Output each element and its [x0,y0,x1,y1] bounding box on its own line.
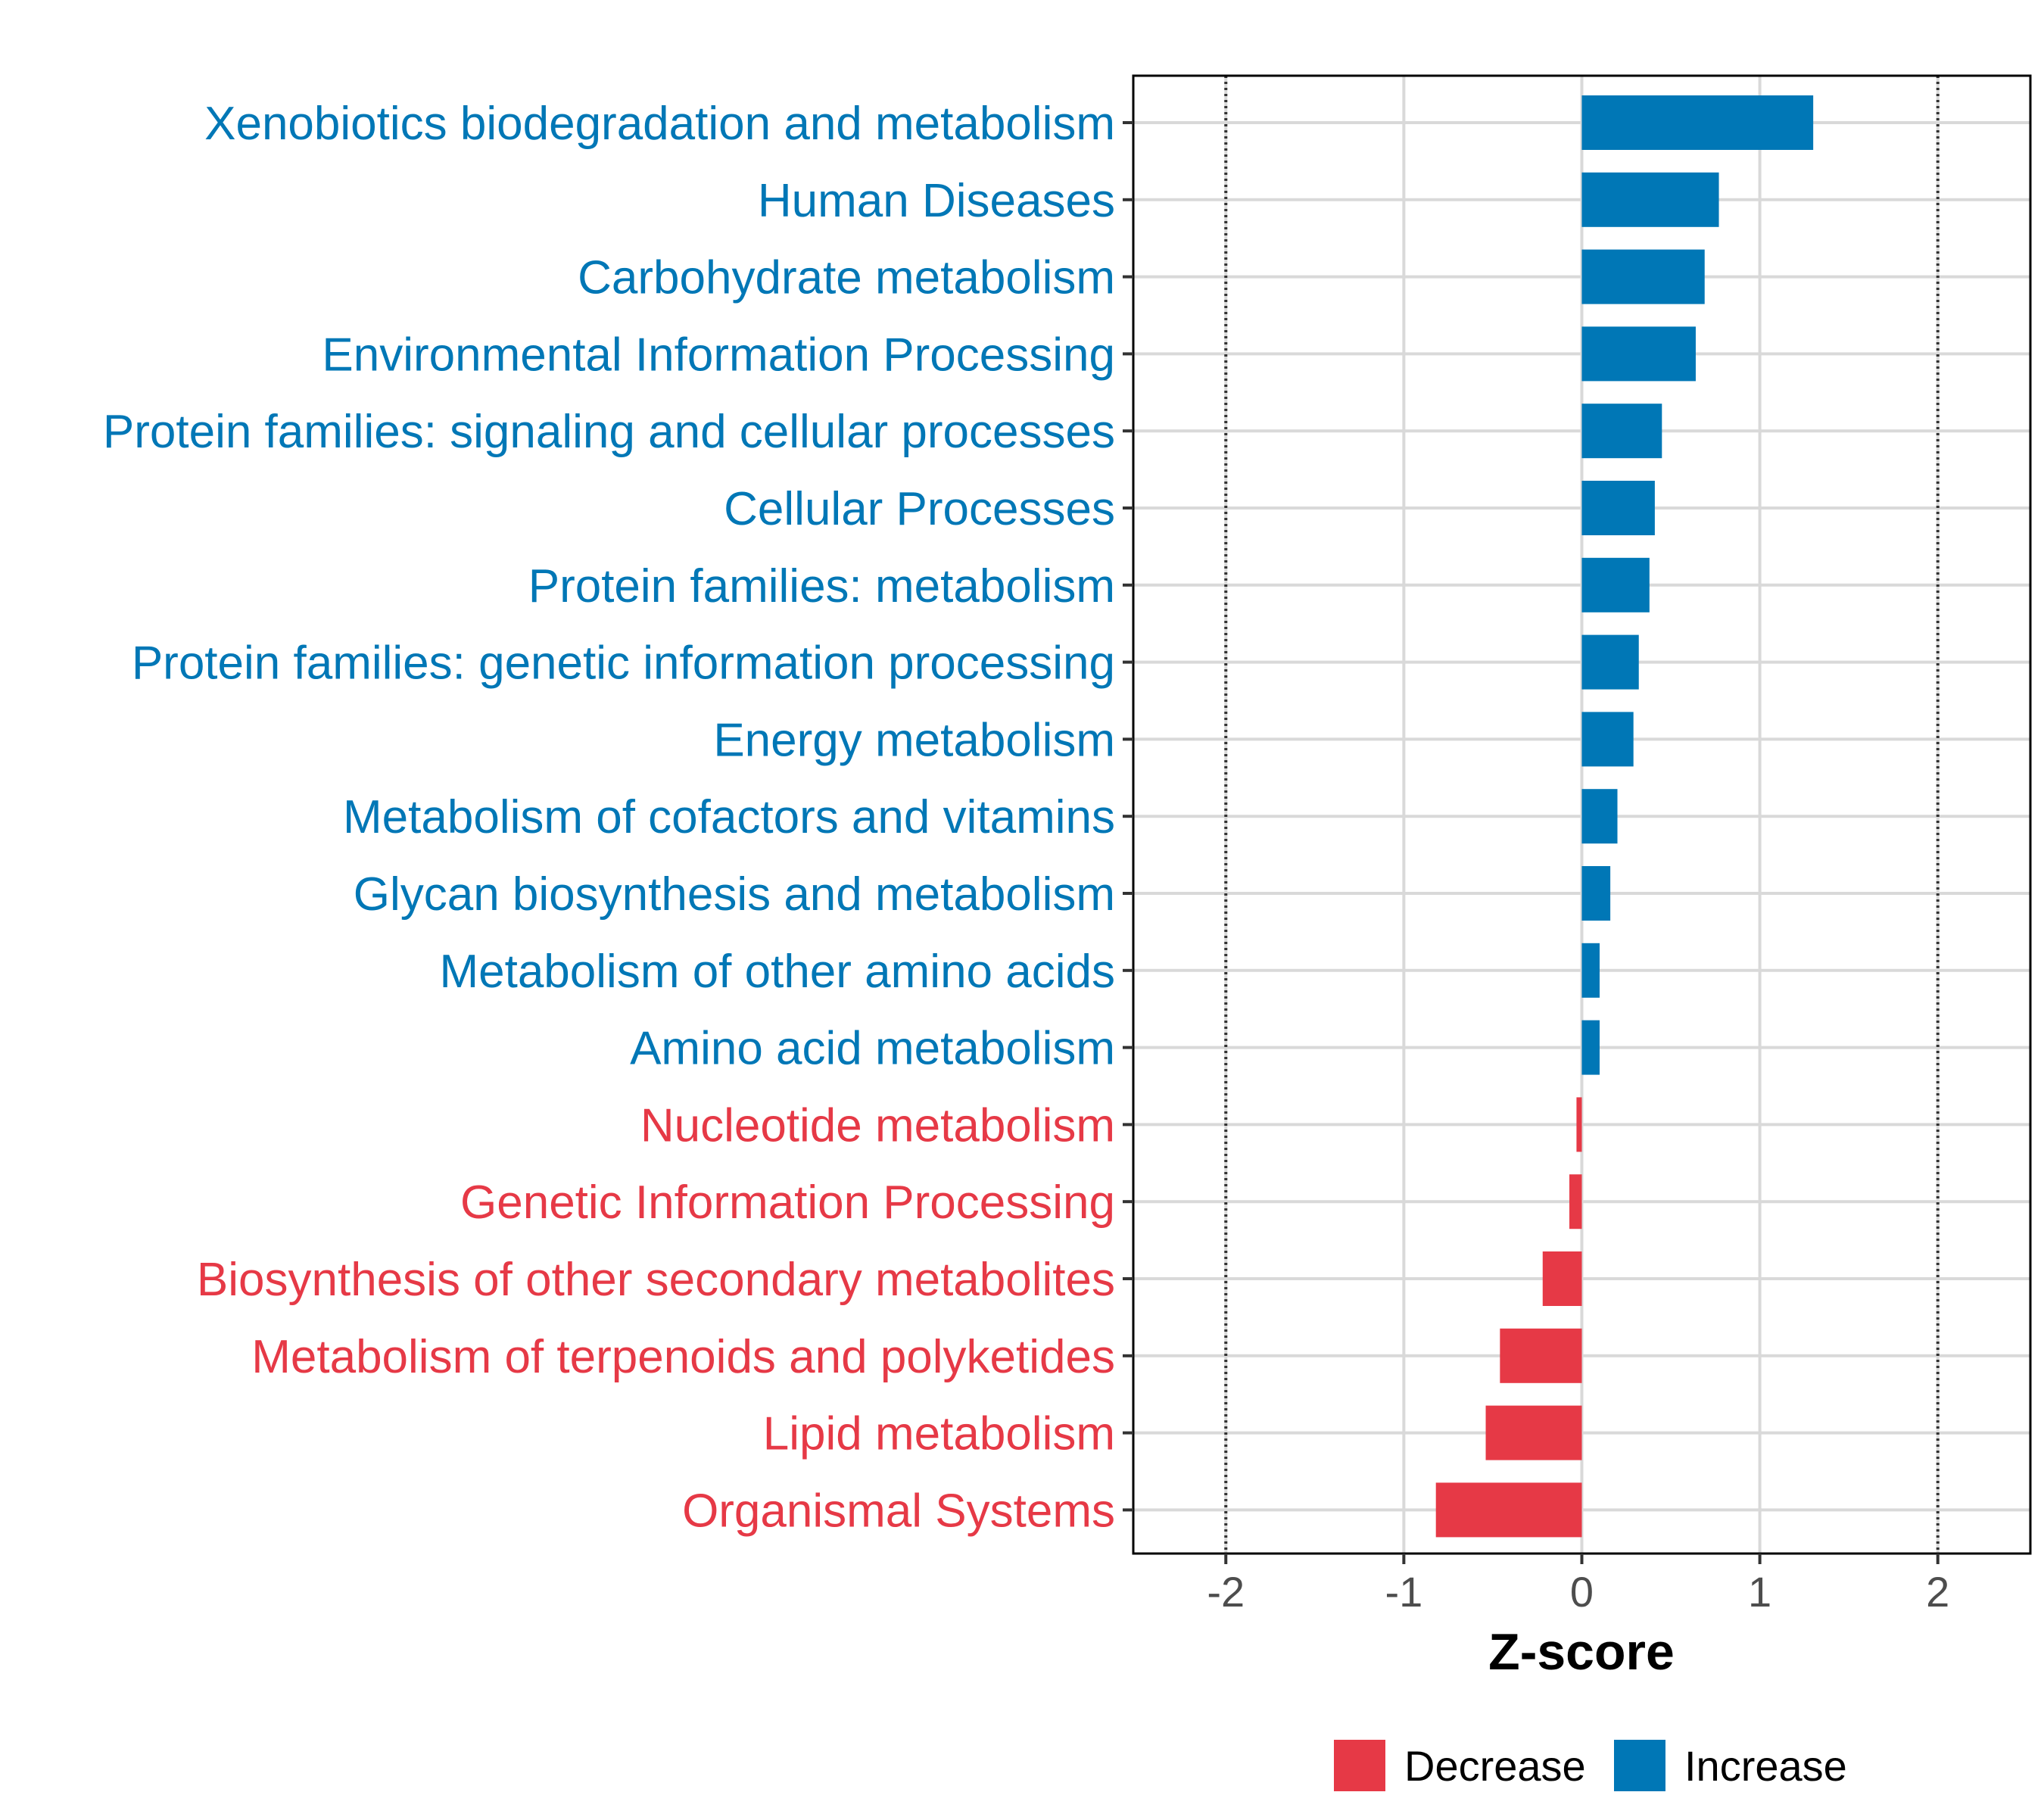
category-label: Metabolism of terpenoids and polyketides [251,1331,1115,1383]
bars [1435,95,1814,1538]
x-axis-title: Z-score [1488,1623,1675,1681]
category-label: Biosynthesis of other secondary metaboli… [197,1254,1115,1306]
y-axis-ticks [1123,121,1133,1512]
legend: Decrease Increase [1334,1740,1847,1791]
x-tick-label: 2 [1926,1568,1949,1616]
reference-lines [1224,76,1940,1554]
bar [1581,172,1719,227]
category-label: Cellular Processes [724,483,1115,535]
category-label: Protein families: signaling and cellular… [103,406,1115,458]
category-label: Xenobiotics biodegradation and metabolis… [204,98,1115,150]
category-label: Amino acid metabolism [630,1023,1115,1075]
category-label: Protein families: genetic information pr… [132,637,1115,690]
legend-key [1614,1740,1665,1791]
category-label: Energy metabolism [713,714,1115,766]
bar [1581,95,1814,150]
category-label: Metabolism of cofactors and vitamins [343,791,1115,843]
x-tick-label: -2 [1207,1568,1245,1616]
bar [1542,1251,1582,1306]
category-label: Carbohydrate metabolism [578,252,1115,304]
bar [1581,249,1705,304]
category-label: Organismal Systems [682,1485,1115,1537]
category-label: Nucleotide metabolism [640,1099,1115,1152]
legend-key [1334,1740,1385,1791]
x-tick-label: -1 [1385,1568,1422,1616]
x-tick-label: 1 [1748,1568,1771,1616]
bar [1435,1482,1582,1538]
x-axis-ticks [1224,1554,1940,1564]
legend-label: Increase [1684,1742,1847,1790]
bar [1581,481,1655,535]
y-axis-labels: Xenobiotics biodegradation and metabolis… [103,98,1115,1537]
category-label: Glycan biosynthesis and metabolism [354,868,1115,921]
bar [1581,634,1639,690]
bar [1581,789,1618,844]
category-label: Metabolism of other amino acids [439,946,1115,998]
bar [1576,1097,1582,1152]
category-label: Protein families: metabolism [528,560,1115,612]
category-label: Human Diseases [758,175,1115,227]
category-label: Lipid metabolism [763,1408,1115,1460]
bar [1569,1174,1582,1230]
bar [1500,1328,1582,1383]
category-label: Genetic Information Processing [460,1177,1115,1229]
bar [1485,1405,1582,1460]
bar [1581,1020,1600,1075]
bar [1581,557,1650,612]
bar [1581,712,1634,767]
x-axis-labels: -2 -1 0 1 2 [1207,1568,1949,1616]
category-label: Environmental Information Processing [322,329,1115,381]
bar [1581,326,1696,382]
legend-label: Decrease [1404,1742,1586,1790]
x-tick-label: 0 [1570,1568,1594,1616]
bar [1581,866,1611,921]
bar [1581,404,1662,459]
bar [1581,943,1600,998]
